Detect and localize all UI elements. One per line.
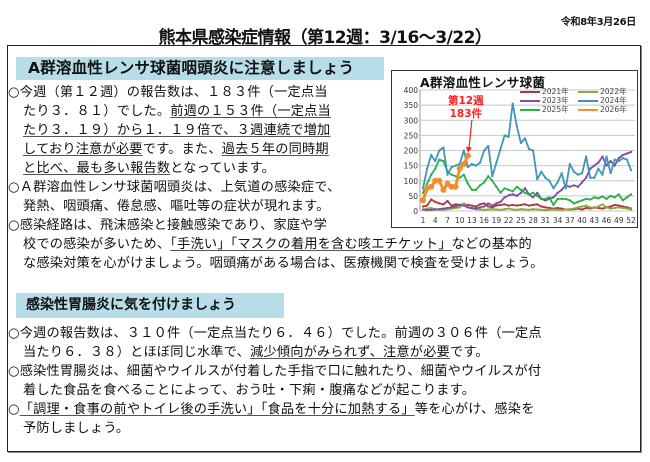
svg-text:0: 0 [413,207,418,216]
chart-title: A群溶血性レンサ球菌 [420,75,546,90]
s2-line-1: ○今週の報告数は、３１０件（一定点当たり６．４６）でした。前週の３０６件（一定点 [8,326,542,341]
strep-weekly-chart: A群溶血性レンサ球菌 0 50 100 150 200 250 300 350 400 1 4 7 10… [391,70,638,228]
s2-line-3: ○感染性胃腸炎は、細菌やウイルスが付着した手指で口に触れたり、細菌やウイルスが付 [8,364,542,379]
svg-text:25: 25 [516,216,526,225]
svg-text:250: 250 [404,131,419,140]
s2-line-6: 予防しましょう。 [23,421,130,436]
s1-line-7: 発熱、咽頭痛、倦怠感、嘔吐等の症状が現れます。 [23,199,330,214]
s1-text: です。また、 [142,142,222,157]
s1-emph: ３週連続で増加 [236,123,331,138]
section-heading-gastro: 感染性胃腸炎に気を付けましょう [16,293,284,318]
report-date: 令和8年3月26日 [560,17,636,28]
page-title: 熊本県感染症情報（第12週：3/16～3/22） [158,28,492,48]
s2-text: です。 [449,345,489,360]
legend-item: 2021年 [520,87,569,96]
legend-swatch [520,91,540,93]
legend-label: 2023年 [542,96,569,105]
svg-text:300: 300 [404,116,419,125]
legend-label: 2021年 [542,87,569,96]
section-heading-strep: A群溶血性レンサ球菌咽頭炎に注意しましょう [16,57,384,80]
legend-item: 2023年 [520,96,569,105]
s1-text: 校での感染が多いため、 [23,237,171,252]
svg-text:350: 350 [404,101,419,110]
s1-emph: 「手洗い」「マスクの着用を含む咳エチケット」 [170,237,452,252]
legend-item: 2022年 [578,87,627,96]
s1-line-5: と比べ、最も多い報告数となっています。 [23,159,275,178]
s2-line-4: 着した食品を食べることによって、おう吐・下痢・腹痛などが起こります。 [23,383,476,398]
legend-swatch [520,100,540,102]
svg-text:34: 34 [553,216,563,225]
svg-text:100: 100 [404,177,419,186]
s1-line-3: たり３．１９）から１．１９倍で、３週連続で増加 [23,121,330,140]
s1-emph: たり３．１９）から１．１９倍で、 [23,123,237,138]
svg-text:43: 43 [590,216,600,225]
svg-text:31: 31 [541,216,551,225]
svg-text:28: 28 [528,216,538,225]
s2-text: ○ [8,402,20,417]
svg-text:13: 13 [467,216,477,225]
legend-label: 2025年 [542,105,569,114]
svg-text:49: 49 [614,216,624,225]
s1-line-10: な感染対策を心がけましょう。咽頭痛がある場合は、医療機関で検査を受けましょう。 [23,256,544,271]
legend-item: 2024年 [578,96,627,105]
legend-label: 2024年 [600,96,627,105]
svg-text:50: 50 [408,192,418,201]
legend-item: 2025年 [520,105,569,114]
svg-text:150: 150 [404,162,419,171]
svg-text:10: 10 [455,216,465,225]
s2-emph: 減少傾向がみられず、注意が必要 [250,345,450,360]
svg-text:19: 19 [492,216,502,225]
content-frame: A群溶血性レンサ球菌咽頭炎に注意しましょう ○今週（第１２週）の報告数は、１８３… [7,45,641,452]
s1-line-4: しており注意が必要です。また、過去５年の同時期 [23,140,329,159]
s2-text: 等を心がけ、感染を [414,402,535,417]
legend-label: 2022年 [600,87,627,96]
svg-text:46: 46 [602,216,612,225]
legend-swatch [578,91,598,93]
annotation-count: 183件 [449,108,483,120]
s1-line-1: ○今週（第１２週）の報告数は、１８３件（一定点当 [8,85,328,100]
s1-line-6: ○Ａ群溶血性レンサ球菌咽頭炎は、上気道の感染症で、 [8,180,341,195]
svg-text:1: 1 [421,216,426,225]
s2-emph: 「調理・食事の前やトイレ後の手洗い」「食品を十分に加熱する」 [19,402,415,417]
s1-line-2: たり３．８１）でした。前週の１５３件（一定点当 [23,102,331,121]
s1-text: などの基本的 [451,237,532,252]
svg-text:400: 400 [404,86,419,95]
svg-text:7: 7 [445,216,450,225]
s1-line-9: 校での感染が多いため、「手洗い」「マスクの着用を含む咳エチケット」などの基本的 [23,235,532,254]
svg-text:52: 52 [626,216,636,225]
s1-emph: と比べ、最も多い報告数 [23,161,171,176]
s1-line-8: ○感染経路は、飛沫感染と接触感染であり、家庭や学 [8,218,327,233]
svg-text:40: 40 [577,216,587,225]
annotation-week: 第12週 [448,95,484,107]
legend-swatch [578,100,598,102]
svg-text:37: 37 [565,216,575,225]
s1-text: となっています。 [170,161,275,176]
legend-label: 2026年 [600,105,627,114]
s2-text: 当たり６．３８）とほぼ同じ水準で、 [23,345,251,360]
s2-line-2: 当たり６．３８）とほぼ同じ水準で、減少傾向がみられず、注意が必要です。 [23,343,489,362]
s1-emph: しており注意が必要 [23,142,143,157]
legend-item: 2026年 [578,105,627,114]
svg-text:16: 16 [479,216,489,225]
legend-swatch [578,109,598,111]
svg-text:4: 4 [433,216,438,225]
s1-emph: 前週の１５３件（一定点当 [170,104,331,119]
legend-swatch [520,109,540,111]
svg-text:22: 22 [504,216,514,225]
chart-annotation: 第12週 183件 [448,95,484,121]
s1-text: たり３．８１）でした。 [23,104,171,119]
svg-text:200: 200 [404,147,419,156]
s1-emph: 過去５年の同時期 [221,142,329,157]
s2-line-5: ○「調理・食事の前やトイレ後の手洗い」「食品を十分に加熱する」等を心がけ、感染を [8,400,535,419]
